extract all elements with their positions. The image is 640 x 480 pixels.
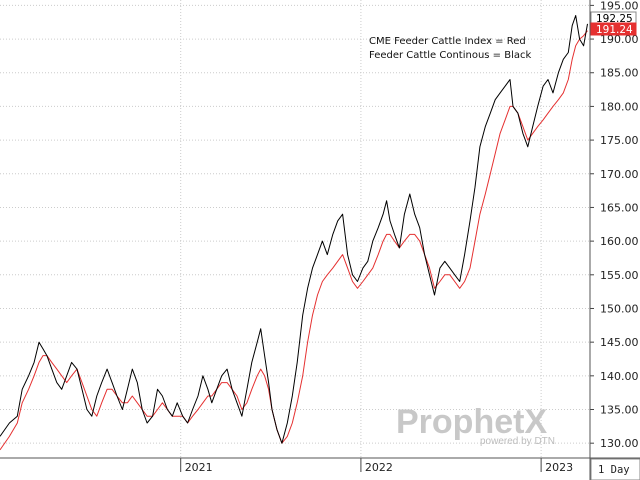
y-tick-label: 175.00 (600, 134, 639, 147)
y-tick-label: 145.00 (600, 336, 639, 349)
grid (0, 0, 590, 458)
legend-line-black: Feeder Cattle Continous = Black (369, 50, 532, 61)
watermark-brand: ProphetX (396, 403, 547, 441)
last-value-tag-black: 192.25 (590, 11, 637, 25)
y-tick-label: 165.00 (600, 201, 639, 214)
legend: CME Feeder Cattle Index = Red Feeder Cat… (369, 36, 532, 61)
watermark: ProphetX powered by DTN (396, 403, 555, 447)
series (0, 15, 588, 451)
y-tick-label: 180.00 (600, 100, 639, 113)
x-tick-label: 2021 (185, 461, 213, 474)
timeframe-box[interactable]: 1 Day (590, 458, 640, 480)
last-value-tag-label: 192.25 (596, 13, 633, 25)
watermark-powered-by: powered by DTN (480, 436, 555, 447)
last-value-tag-red: 191.24 (590, 22, 637, 36)
x-tick-label: 2022 (365, 461, 393, 474)
y-tick-label: 135.00 (600, 404, 639, 417)
y-tick-label: 160.00 (600, 235, 639, 248)
last-value-tag-box (590, 22, 637, 36)
y-tick-label: 185.00 (600, 67, 639, 80)
series-line-black (0, 15, 588, 444)
y-tick-label: 190.00 (600, 33, 639, 46)
timeframe-label: 1 Day (598, 464, 630, 476)
y-tick-label: 130.00 (600, 437, 639, 450)
y-axis: 130.00 135.00 140.00 145.00 150.00 155.00 160.… (589, 0, 639, 480)
series-line-red (0, 30, 588, 451)
y-tick-label: 195.00 (600, 0, 639, 12)
x-tick-label: 2023 (545, 461, 573, 474)
y-tick-label: 155.00 (600, 269, 639, 282)
x-axis: 2021 2022 2023 (0, 457, 640, 474)
y-tick-label: 150.00 (600, 302, 639, 315)
y-tick-label: 140.00 (600, 370, 639, 383)
legend-line-red: CME Feeder Cattle Index = Red (369, 36, 526, 47)
last-value-tag-label: 191.24 (596, 24, 633, 36)
y-tick-label: 170.00 (600, 168, 639, 181)
